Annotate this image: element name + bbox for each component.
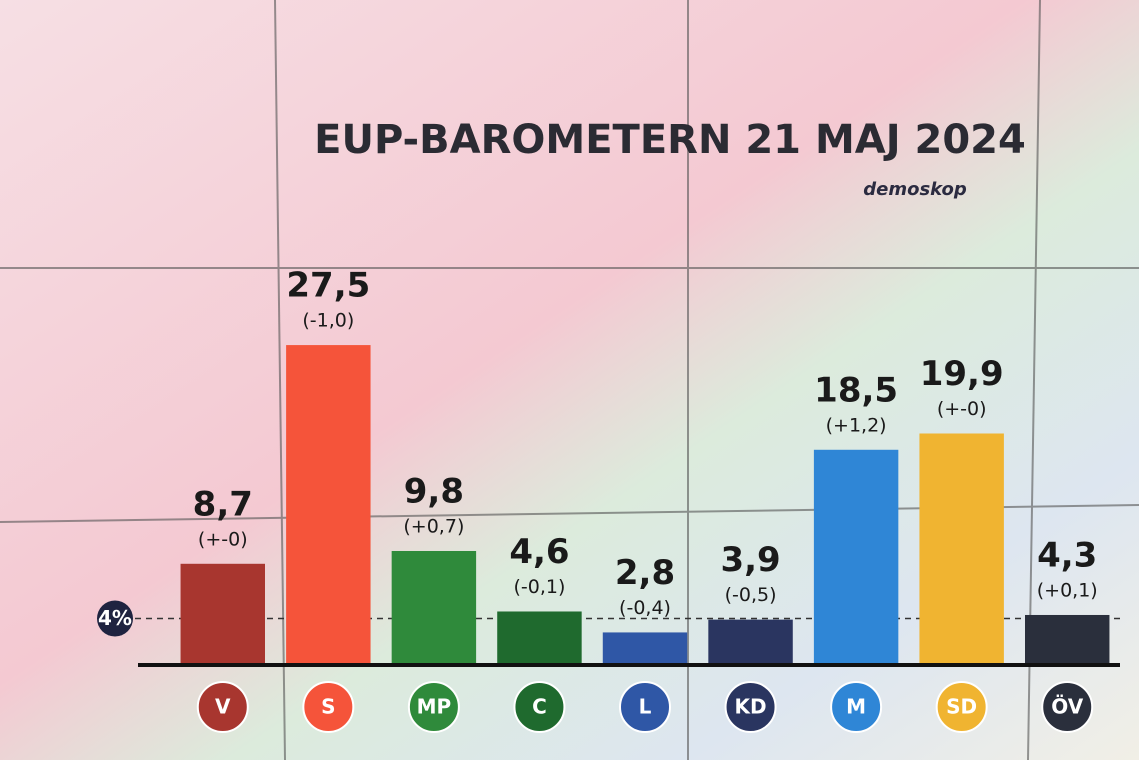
- value-label: 18,5: [814, 370, 898, 410]
- category-badge: [513, 681, 566, 733]
- x-tick-label: V: [215, 695, 231, 719]
- x-tick-label: KD: [735, 695, 767, 719]
- category-badge: [407, 681, 460, 733]
- category-badge: [724, 681, 777, 733]
- change-label: (+-0): [198, 528, 248, 550]
- chart-title: EUP-BAROMETERN 21 MAJ 2024: [314, 117, 1026, 163]
- x-tick-label: SD: [946, 695, 977, 719]
- change-label: (-0,5): [725, 584, 777, 606]
- bar: [286, 345, 371, 665]
- bar: [813, 449, 899, 665]
- change-label: (+1,2): [826, 414, 887, 436]
- change-label: (+-0): [937, 398, 987, 420]
- x-tick-label: ÖV: [1051, 695, 1083, 719]
- bar: [1025, 614, 1110, 665]
- category-badge: [1041, 681, 1094, 733]
- x-tick-label: MP: [417, 695, 452, 719]
- threshold-badge: [97, 600, 133, 637]
- source-logo: demoskop: [863, 179, 967, 200]
- change-label: (-0,1): [513, 576, 565, 598]
- category-badge: [619, 681, 671, 733]
- x-tick-label: M: [846, 695, 866, 719]
- value-label: 27,5: [286, 266, 370, 306]
- x-tick-label: S: [321, 695, 335, 719]
- value-label: 9,8: [404, 471, 464, 511]
- value-label: 19,9: [920, 354, 1004, 394]
- change-label: (-1,0): [302, 310, 354, 332]
- change-label: (-0,4): [619, 597, 671, 619]
- x-tick-label: L: [639, 695, 652, 719]
- bar: [391, 550, 477, 665]
- x-tick-label: C: [532, 695, 547, 719]
- bar: [497, 611, 582, 665]
- category-badge: [830, 681, 883, 733]
- bar: [708, 619, 793, 665]
- category-badge: [196, 681, 249, 733]
- category-badge: [302, 681, 355, 733]
- change-label: (+0,1): [1037, 579, 1098, 601]
- value-label: 2,8: [615, 553, 675, 593]
- bar: [919, 433, 1004, 665]
- change-label: (+0,7): [403, 515, 464, 537]
- value-label: 4,6: [509, 532, 569, 572]
- value-label: 8,7: [193, 484, 253, 524]
- threshold-label: 4%: [98, 606, 132, 630]
- category-badge: [935, 681, 988, 733]
- bar: [602, 632, 688, 665]
- value-label: 3,9: [720, 540, 780, 580]
- value-label: 4,3: [1037, 535, 1097, 575]
- bar: [180, 563, 265, 665]
